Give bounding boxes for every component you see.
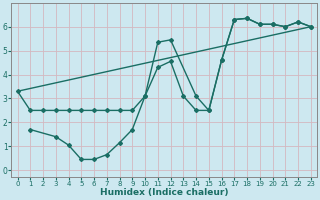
X-axis label: Humidex (Indice chaleur): Humidex (Indice chaleur) xyxy=(100,188,228,197)
